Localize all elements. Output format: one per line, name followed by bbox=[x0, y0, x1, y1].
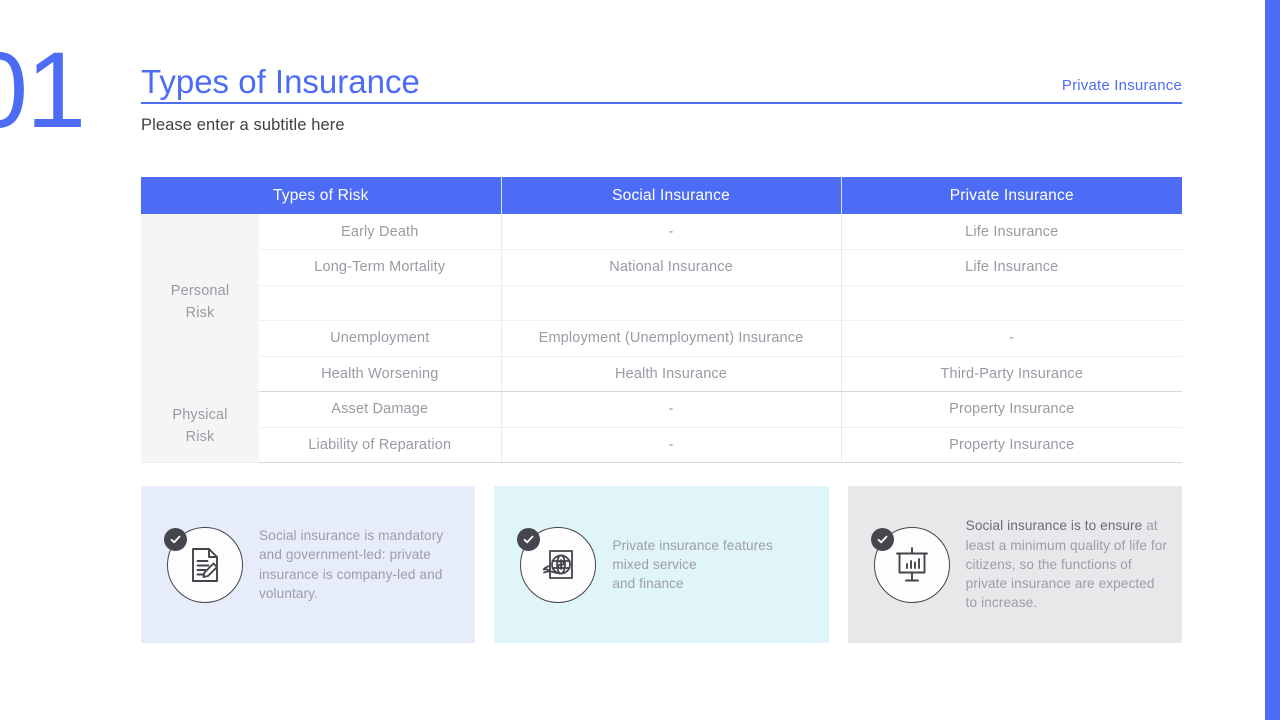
table-row bbox=[141, 285, 1183, 321]
cell-social: - bbox=[501, 214, 842, 250]
icon-wrapper bbox=[517, 526, 597, 603]
cell-social: National Insurance bbox=[501, 249, 842, 286]
cell-risk: Unemployment bbox=[259, 320, 502, 357]
table-row: Personal Risk Early Death - Life Insuran… bbox=[141, 214, 1183, 392]
cell-private: - bbox=[841, 320, 1183, 357]
feature-card-private-insurance[interactable]: Private insurance features mixed service… bbox=[494, 486, 829, 643]
feature-card-social-insurance[interactable]: Social insurance is mandatory and govern… bbox=[141, 486, 476, 643]
table-row: Health Worsening Health Insurance Third-… bbox=[141, 356, 1183, 392]
group-label-line1: Physical bbox=[172, 407, 228, 424]
cell-social: Employment (Unemployment) Insurance bbox=[501, 320, 842, 357]
group-label-line1: Personal bbox=[170, 282, 230, 299]
card-text: Social insurance is to ensure at least a… bbox=[966, 516, 1168, 612]
column-header-risk: Types of Risk bbox=[141, 177, 502, 214]
risk-table: Types of Risk Social Insurance Private I… bbox=[141, 177, 1183, 463]
header-tag: Private Insurance bbox=[1061, 77, 1182, 94]
feature-cards: Social insurance is mandatory and govern… bbox=[141, 486, 1182, 643]
icon-wrapper bbox=[164, 526, 243, 603]
slide-header: Types of Insurance Private Insurance Ple… bbox=[141, 50, 1182, 135]
cell-risk bbox=[259, 285, 502, 321]
column-header-private: Private Insurance bbox=[841, 177, 1183, 214]
cell-private: Third-Party Insurance bbox=[841, 356, 1183, 392]
right-accent-bar bbox=[1265, 0, 1280, 720]
section-number: 01 bbox=[0, 29, 86, 150]
group-label-line2: Risk bbox=[185, 304, 215, 321]
cell-risk: Liability of Reparation bbox=[259, 427, 502, 463]
table-row: Liability of Reparation - Property Insur… bbox=[141, 427, 1183, 463]
table-header-row: Types of Risk Social Insurance Private I… bbox=[141, 177, 1183, 214]
card-text-rest: at least a minimum quality of life for c… bbox=[965, 518, 1168, 611]
card-text: Social insurance is mandatory and govern… bbox=[259, 527, 444, 601]
table-body: Personal Risk Early Death - Life Insuran… bbox=[141, 214, 1183, 463]
title-underline bbox=[141, 102, 1182, 104]
cell-social bbox=[501, 285, 842, 321]
cell-social: Health Insurance bbox=[501, 356, 842, 392]
check-icon bbox=[870, 527, 894, 551]
group-label-line2: Risk bbox=[185, 429, 215, 445]
check-icon bbox=[517, 527, 541, 551]
cell-risk: Long-Term Mortality bbox=[259, 249, 502, 286]
check-icon bbox=[164, 527, 187, 551]
cell-social: - bbox=[501, 427, 842, 463]
table-header: Types of Risk Social Insurance Private I… bbox=[141, 177, 1183, 214]
cell-risk: Health Worsening bbox=[259, 356, 502, 392]
table-row: Physical Risk Asset Damage - Property In… bbox=[141, 391, 1183, 463]
page-subtitle: Please enter a subtitle here bbox=[141, 115, 345, 134]
header-row: Types of Insurance Private Insurance bbox=[141, 50, 1182, 98]
card-text-lead: Social insurance is to ensure bbox=[965, 518, 1143, 534]
group-label-physical-risk: Physical Risk bbox=[141, 391, 259, 463]
cell-risk: Early Death bbox=[259, 214, 502, 250]
table-row: Unemployment Employment (Unemployment) I… bbox=[141, 320, 1183, 357]
cell-private: Life Insurance bbox=[841, 214, 1183, 250]
table-row: Long-Term Mortality National Insurance L… bbox=[141, 249, 1183, 286]
column-header-social: Social Insurance bbox=[501, 177, 842, 214]
cell-private: Life Insurance bbox=[841, 249, 1183, 286]
card-text: Private insurance features mixed service… bbox=[612, 537, 773, 592]
page-title: Types of Insurance bbox=[141, 63, 420, 100]
cell-private: Property Insurance bbox=[841, 427, 1183, 463]
icon-wrapper bbox=[870, 526, 950, 603]
cell-private: Property Insurance bbox=[841, 391, 1183, 428]
cell-social: - bbox=[501, 391, 842, 428]
feature-card-minimum-quality[interactable]: Social insurance is to ensure at least a… bbox=[847, 486, 1182, 643]
group-label-personal-risk: Personal Risk bbox=[141, 214, 259, 392]
cell-risk: Asset Damage bbox=[259, 391, 502, 428]
cell-private bbox=[841, 285, 1183, 321]
